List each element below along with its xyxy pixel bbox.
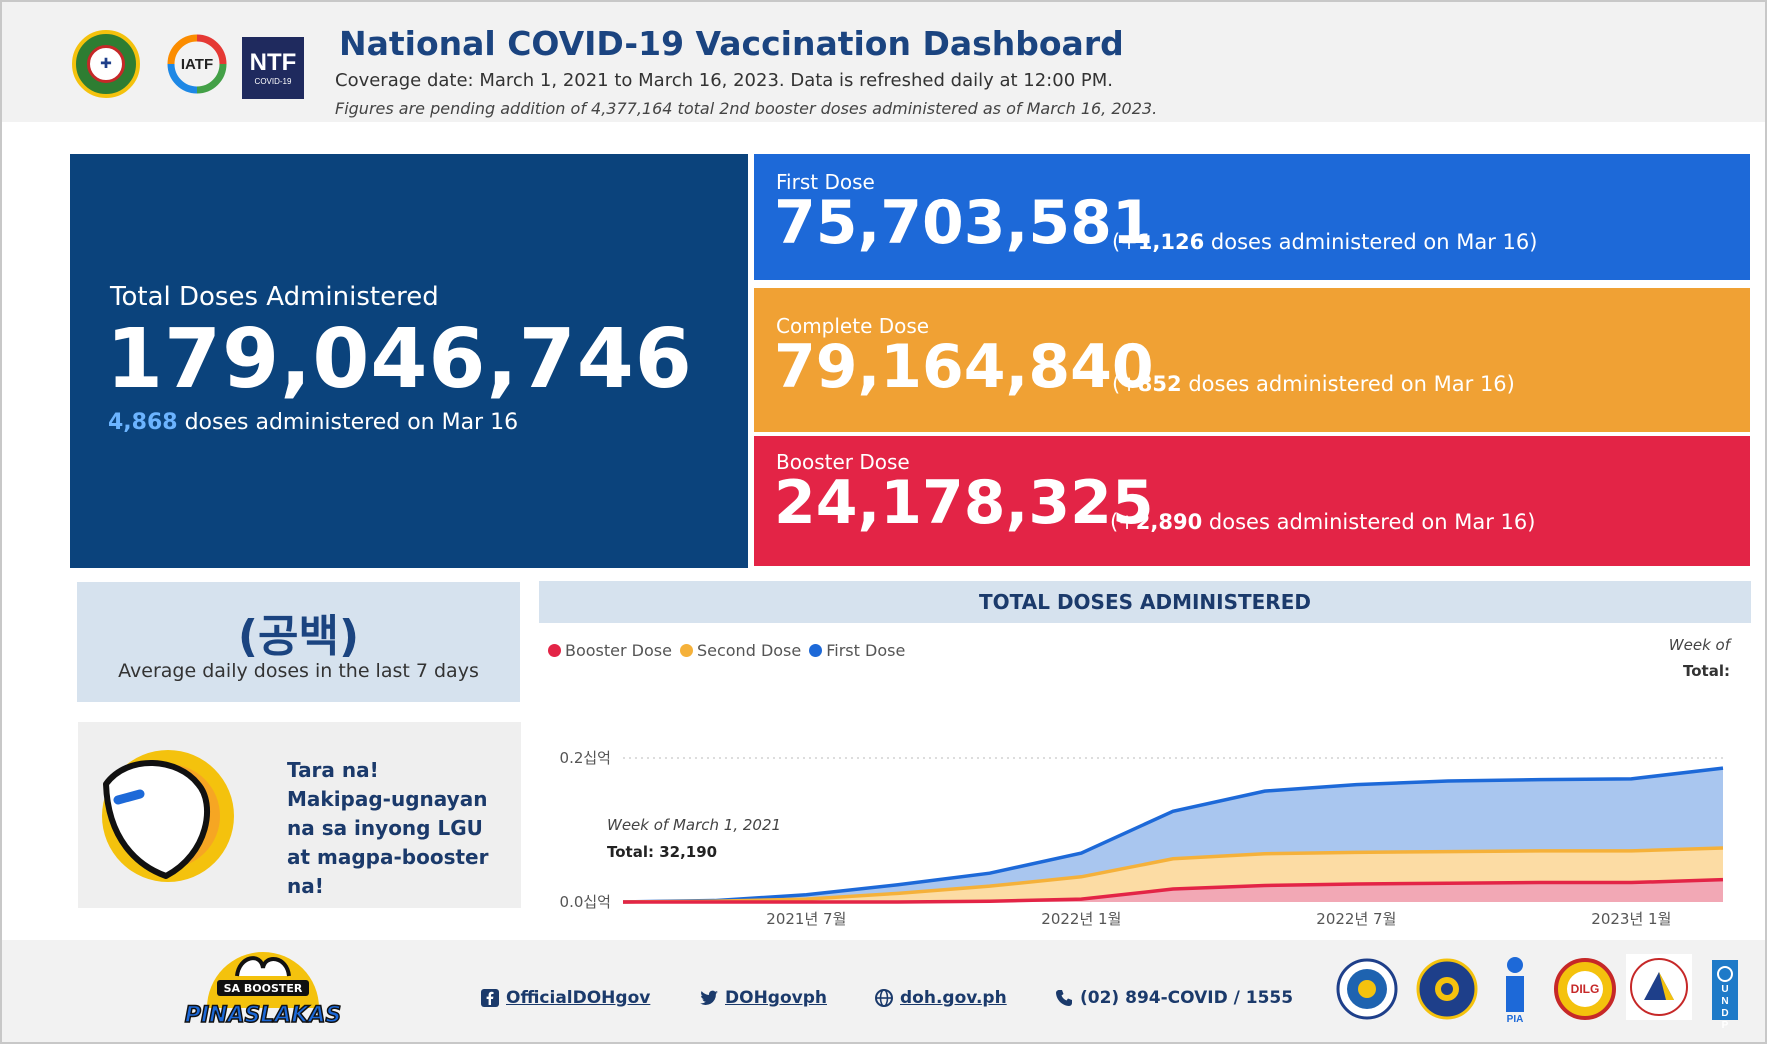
x-tick-label: 2021년 7월 xyxy=(766,910,846,928)
total-doses-card: Total Doses Administered 179,046,746 4,8… xyxy=(70,154,748,568)
legend-item[interactable]: First Dose xyxy=(809,641,905,660)
iatf-text: IATF xyxy=(181,56,213,73)
facebook-link[interactable]: OfficialDOHgov xyxy=(480,988,650,1008)
x-tick-label: 2022년 7월 xyxy=(1316,910,1396,928)
doh-seal-icon: ✚ xyxy=(72,30,140,98)
page-title: National COVID-19 Vaccination Dashboard xyxy=(339,24,1124,63)
legend-item[interactable]: Second Dose xyxy=(679,641,802,660)
philippine-seal-icon xyxy=(1416,958,1478,1020)
pia-text: PIA xyxy=(1507,1014,1524,1024)
chart-total-label: Total: xyxy=(1683,662,1730,680)
dilg-seal-icon: DILG xyxy=(1554,958,1616,1020)
y-tick-label: 0.2십억 xyxy=(560,749,611,767)
ntf-sub-text: COVID-19 xyxy=(254,76,292,86)
dilg-text: DILG xyxy=(1571,982,1600,996)
phone-icon xyxy=(1054,988,1074,1008)
complete-dose-value: 79,164,840 xyxy=(774,332,1154,402)
booster-dose-value: 24,178,325 xyxy=(774,468,1154,538)
legend-dot xyxy=(548,644,561,657)
pending-note: Figures are pending addition of 4,377,16… xyxy=(335,99,1158,118)
legend-dot xyxy=(809,644,823,657)
promo-text: Tara na! Makipag-ugnayan na sa inyong LG… xyxy=(287,756,512,901)
promo-line-1: Tara na! xyxy=(287,758,379,782)
series-line[interactable] xyxy=(622,846,1724,904)
brand-bottom-text: PINASLAKAS xyxy=(185,1003,342,1028)
delta-prefix: (+ xyxy=(1110,510,1136,534)
iatf-logo-icon: IATF xyxy=(162,32,232,98)
first-dose-card: First Dose 75,703,581 (+1,126 doses admi… xyxy=(754,154,1750,280)
complete-dose-delta-count: 852 xyxy=(1137,372,1182,396)
complete-dose-card: Complete Dose 79,164,840 (+852 doses adm… xyxy=(754,288,1750,432)
globe-icon xyxy=(874,988,894,1008)
twitter-link[interactable]: DOHgovph xyxy=(699,988,827,1008)
chart-week-of-label: Week of xyxy=(1668,636,1730,654)
brand-top-text: SA BOOSTER xyxy=(224,982,303,995)
series-area[interactable] xyxy=(623,879,1723,902)
undp-text: U N D P xyxy=(1721,984,1729,1031)
delta-suffix: doses administered on Mar 16) xyxy=(1208,510,1536,534)
phone-contact: (02) 894-COVID / 1555 xyxy=(1054,988,1293,1008)
legend-label: Second Dose xyxy=(696,641,802,660)
complete-dose-delta: (+852 doses administered on Mar 16) xyxy=(1112,372,1515,396)
delta-suffix: doses administered on Mar 16) xyxy=(1188,372,1515,396)
legend-label: Booster Dose xyxy=(565,641,672,660)
facebook-link-text[interactable]: OfficialDOHgov xyxy=(506,988,651,1008)
promo-line-2: Makipag-ugnayan na sa inyong LGU at magp… xyxy=(287,787,489,898)
complete-dose-label: Complete Dose xyxy=(776,314,930,338)
first-dose-label: First Dose xyxy=(776,170,875,194)
x-tick-label: 2023년 1월 xyxy=(1591,910,1671,928)
flexed-arm-icon xyxy=(102,750,234,882)
twitter-icon xyxy=(699,988,719,1008)
twitter-link-text[interactable]: DOHgovph xyxy=(725,988,827,1008)
series-line[interactable] xyxy=(623,877,1724,904)
booster-dose-label: Booster Dose xyxy=(776,450,910,474)
ntf-text: NTF xyxy=(249,48,297,76)
undp-logo-icon: U N D P xyxy=(1712,960,1738,1031)
average-daily-card: (공백) Average daily doses in the last 7 d… xyxy=(77,582,520,702)
website-link-text[interactable]: doh.gov.ph xyxy=(900,988,1007,1008)
header: ✚ IATF NTF COVID-19 National COVID-19 Va… xyxy=(2,2,1765,122)
booster-dose-delta: (+2,890 doses administered on Mar 16) xyxy=(1110,510,1535,534)
chart-tooltip-total: Total: 32,190 xyxy=(607,843,718,861)
pcoo-seal-icon xyxy=(1336,958,1398,1020)
legend-dot xyxy=(679,644,693,657)
pcoo-30th-logo-icon xyxy=(1626,954,1692,1020)
website-link[interactable]: doh.gov.ph xyxy=(874,988,1007,1008)
average-daily-label: Average daily doses in the last 7 days xyxy=(118,660,479,682)
chart-legend: Booster Dose Second Dose First Dose xyxy=(548,641,913,661)
total-doses-label: Total Doses Administered xyxy=(110,282,439,312)
x-tick-label: 2022년 1월 xyxy=(1041,910,1121,928)
booster-dose-delta-count: 2,890 xyxy=(1135,510,1203,534)
total-today-count: 4,868 xyxy=(108,410,178,435)
booster-promo-card: Tara na! Makipag-ugnayan na sa inyong LG… xyxy=(78,722,521,908)
phone-text: (02) 894-COVID / 1555 xyxy=(1080,988,1294,1008)
total-doses-value: 179,046,746 xyxy=(106,312,693,407)
coverage-text: Coverage date: March 1, 2021 to March 16… xyxy=(335,70,1113,91)
delta-prefix: (+ xyxy=(1112,372,1138,396)
pia-logo-icon: PIA xyxy=(1502,956,1528,1025)
y-tick-label: 0.0십억 xyxy=(560,893,611,911)
sa-booster-pinaslakas-logo: SA BOOSTER PINASLAKAS xyxy=(184,952,342,1029)
chart-title: TOTAL DOSES ADMINISTERED xyxy=(539,581,1751,623)
delta-prefix: (+ xyxy=(1112,230,1138,254)
facebook-icon xyxy=(480,988,500,1008)
total-today-text: doses administered on Mar 16 xyxy=(184,410,519,435)
legend-label: First Dose xyxy=(826,641,906,660)
series-line[interactable] xyxy=(622,766,1724,904)
average-daily-value: (공백) xyxy=(237,611,360,662)
footer: SA BOOSTER PINASLAKAS OfficialDOHgov DOH… xyxy=(2,940,1765,1042)
first-dose-delta: (+1,126 doses administered on Mar 16) xyxy=(1112,230,1537,254)
doses-area-chart[interactable]: 0.2십억 0.0십억 2021년 7월 2022년 1월 2022년 7월 2023년 … xyxy=(539,730,1751,930)
legend-item[interactable]: Booster Dose xyxy=(548,641,672,660)
booster-dose-card: Booster Dose 24,178,325 (+2,890 doses ad… xyxy=(754,436,1750,566)
first-dose-value: 75,703,581 xyxy=(774,188,1154,258)
delta-suffix: doses administered on Mar 16) xyxy=(1210,230,1538,254)
chart-tooltip-week: Week of March 1, 2021 xyxy=(607,816,782,834)
total-doses-today: 4,868 doses administered on Mar 16 xyxy=(108,410,518,435)
ntf-covid19-logo-icon: NTF COVID-19 xyxy=(242,37,304,99)
first-dose-delta-count: 1,126 xyxy=(1137,230,1205,254)
